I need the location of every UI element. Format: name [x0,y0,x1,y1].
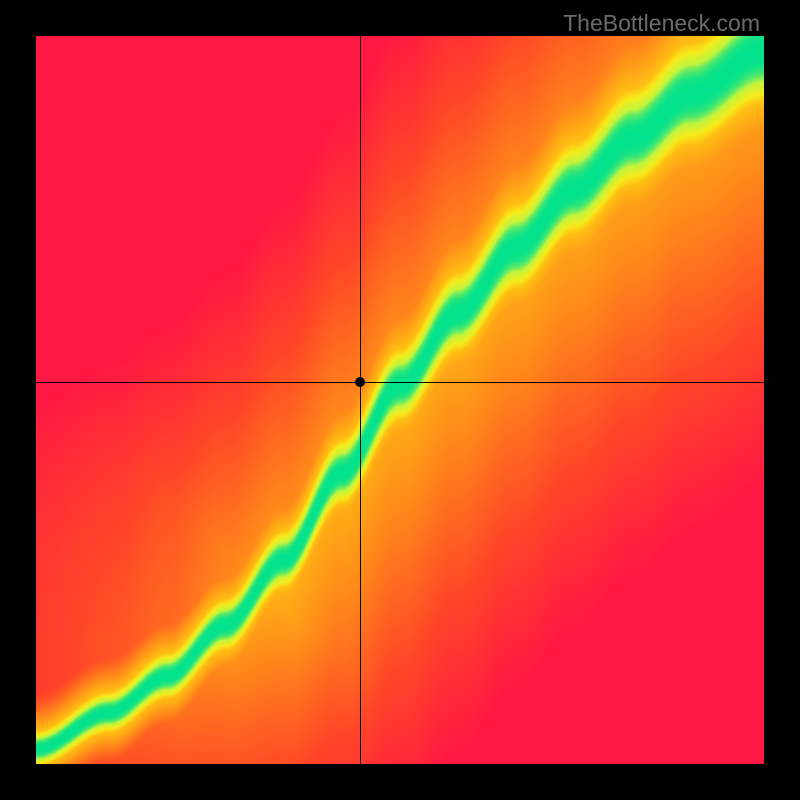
watermark-text: TheBottleneck.com [563,10,760,37]
crosshair-marker [355,377,365,387]
crosshair-vertical [360,36,361,764]
chart-container: TheBottleneck.com [0,0,800,800]
crosshair-horizontal [36,382,764,383]
heatmap-canvas [36,36,764,764]
plot-area [36,36,764,764]
